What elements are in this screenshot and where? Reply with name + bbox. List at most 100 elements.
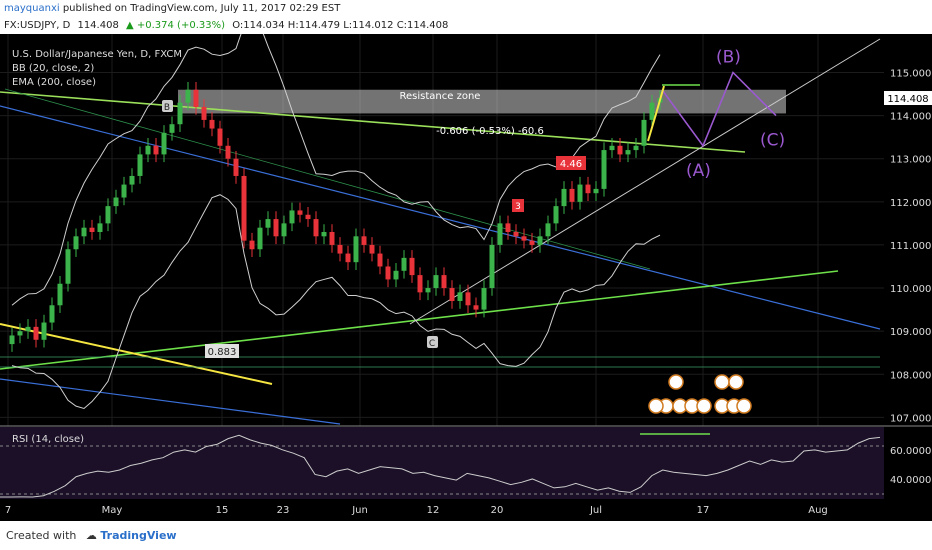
candle-59 [481, 288, 487, 310]
mark-c: C [429, 339, 435, 349]
candle-19 [161, 132, 167, 155]
price-chart[interactable]: Resistance zone (A) (B) (C) -0.606 (-0.5… [0, 34, 932, 521]
x-tick-7: Jul [589, 505, 602, 516]
candle-20 [169, 124, 175, 133]
y-tick-112: 112.000 [890, 198, 931, 209]
x-tick-3: 23 [277, 505, 290, 516]
rsi-tick-40: 40.0000 [890, 475, 931, 486]
candle-80 [649, 102, 655, 120]
candle-64 [521, 236, 527, 241]
y-tick-111: 111.000 [890, 241, 931, 252]
bb-lower [11, 194, 661, 410]
candle-68 [553, 206, 559, 224]
y-tick-113: 113.000 [890, 155, 931, 166]
footer: Created with ☁ TradingView [0, 521, 932, 550]
candle-62 [505, 223, 511, 232]
candle-69 [561, 188, 567, 207]
candle-60 [489, 244, 495, 289]
wave-c-label: (C) [760, 131, 785, 151]
candle-23 [193, 89, 199, 107]
candle-8 [73, 236, 79, 250]
candle-58 [473, 305, 479, 310]
x-tick-8: 17 [697, 505, 710, 516]
author-link[interactable]: mayquanxi [4, 3, 60, 14]
y-tick-110: 110.000 [890, 284, 931, 295]
candle-75 [609, 145, 615, 151]
candle-78 [633, 145, 639, 151]
candle-0 [9, 335, 15, 345]
price-change: ▲ +0.374 (+0.33%) [126, 20, 226, 31]
candle-13 [113, 197, 119, 207]
candle-56 [457, 292, 463, 301]
publish-info: published on TradingView.com, July 11, 2… [62, 3, 341, 14]
x-tick-5: 12 [427, 505, 440, 516]
tradingview-brand[interactable]: TradingView [100, 529, 177, 542]
event-flag-icon-9 [736, 398, 752, 414]
y-tick-114: 114.000 [890, 112, 931, 123]
economic-events[interactable] [648, 374, 752, 414]
mark-b: B [164, 103, 170, 113]
badge-3: 3 [515, 202, 521, 212]
x-tick-1: May [102, 505, 123, 516]
last-price-box [884, 91, 932, 106]
candle-74 [601, 150, 607, 189]
candle-40 [329, 232, 335, 245]
candle-17 [145, 145, 151, 155]
candle-11 [97, 223, 103, 232]
bollinger-bands [11, 34, 661, 410]
candle-49 [401, 257, 407, 271]
candle-50 [409, 257, 415, 276]
badge-446: 4.46 [560, 159, 582, 170]
candle-35 [289, 210, 295, 224]
candle-44 [361, 236, 367, 245]
elliott-wave-path [661, 71, 777, 148]
time-axis [0, 499, 932, 521]
y-tick-107: 107.000 [890, 413, 931, 424]
x-tick-9: Aug [808, 505, 828, 516]
measure-label: -0.606 (-0.53%) -60.6 [436, 126, 544, 137]
candle-3 [33, 326, 39, 340]
candle-52 [425, 288, 431, 293]
candle-28 [233, 158, 239, 176]
candle-53 [433, 275, 439, 289]
quote-bar: FX:USDJPY, D 114.408 ▲ +0.374 (+0.33%) O… [0, 17, 932, 34]
legend-bb: BB (20, close, 2) [12, 63, 94, 74]
candle-18 [153, 145, 159, 155]
candle-22 [185, 89, 191, 103]
wave-a-label: (A) [686, 161, 711, 181]
mark-b-box [162, 100, 173, 112]
event-flag-icon-6 [728, 374, 744, 390]
candle-70 [569, 188, 575, 202]
candle-72 [585, 184, 591, 194]
grid [0, 34, 884, 426]
y-tick-108: 108.000 [890, 370, 931, 381]
candle-2 [25, 326, 31, 332]
tradingview-logo-icon[interactable]: ☁ [85, 529, 97, 542]
created-with: Created with [6, 529, 77, 542]
symbol-label: FX:USDJPY, D [4, 20, 71, 31]
event-flag-icon-10 [648, 398, 664, 414]
candle-61 [497, 223, 503, 245]
candle-30 [249, 240, 255, 250]
resistance-zone [178, 89, 786, 114]
fib-label: 0.883 [208, 347, 237, 358]
x-tick-0: 7 [5, 505, 11, 516]
candle-36 [297, 210, 303, 215]
last-price: 114.408 [77, 20, 119, 31]
candle-21 [177, 102, 183, 125]
price-axis-labels: 107.000 108.000 109.000 110.000 111.000 112.0… [890, 68, 931, 424]
last-price-axis-label: 114.408 [887, 94, 928, 105]
candle-47 [385, 266, 391, 280]
candle-76 [617, 145, 623, 155]
x-tick-6: 20 [491, 505, 504, 516]
candle-12 [105, 206, 111, 224]
candle-29 [241, 175, 247, 241]
candle-43 [353, 236, 359, 263]
candle-46 [377, 253, 383, 267]
candle-54 [441, 275, 447, 289]
candle-66 [537, 236, 543, 245]
time-axis-labels: 7 May 15 23 Jun 12 20 Jul 17 Aug [5, 505, 828, 516]
candle-25 [209, 119, 215, 129]
candle-41 [337, 244, 343, 254]
mark-c-box [427, 336, 438, 348]
